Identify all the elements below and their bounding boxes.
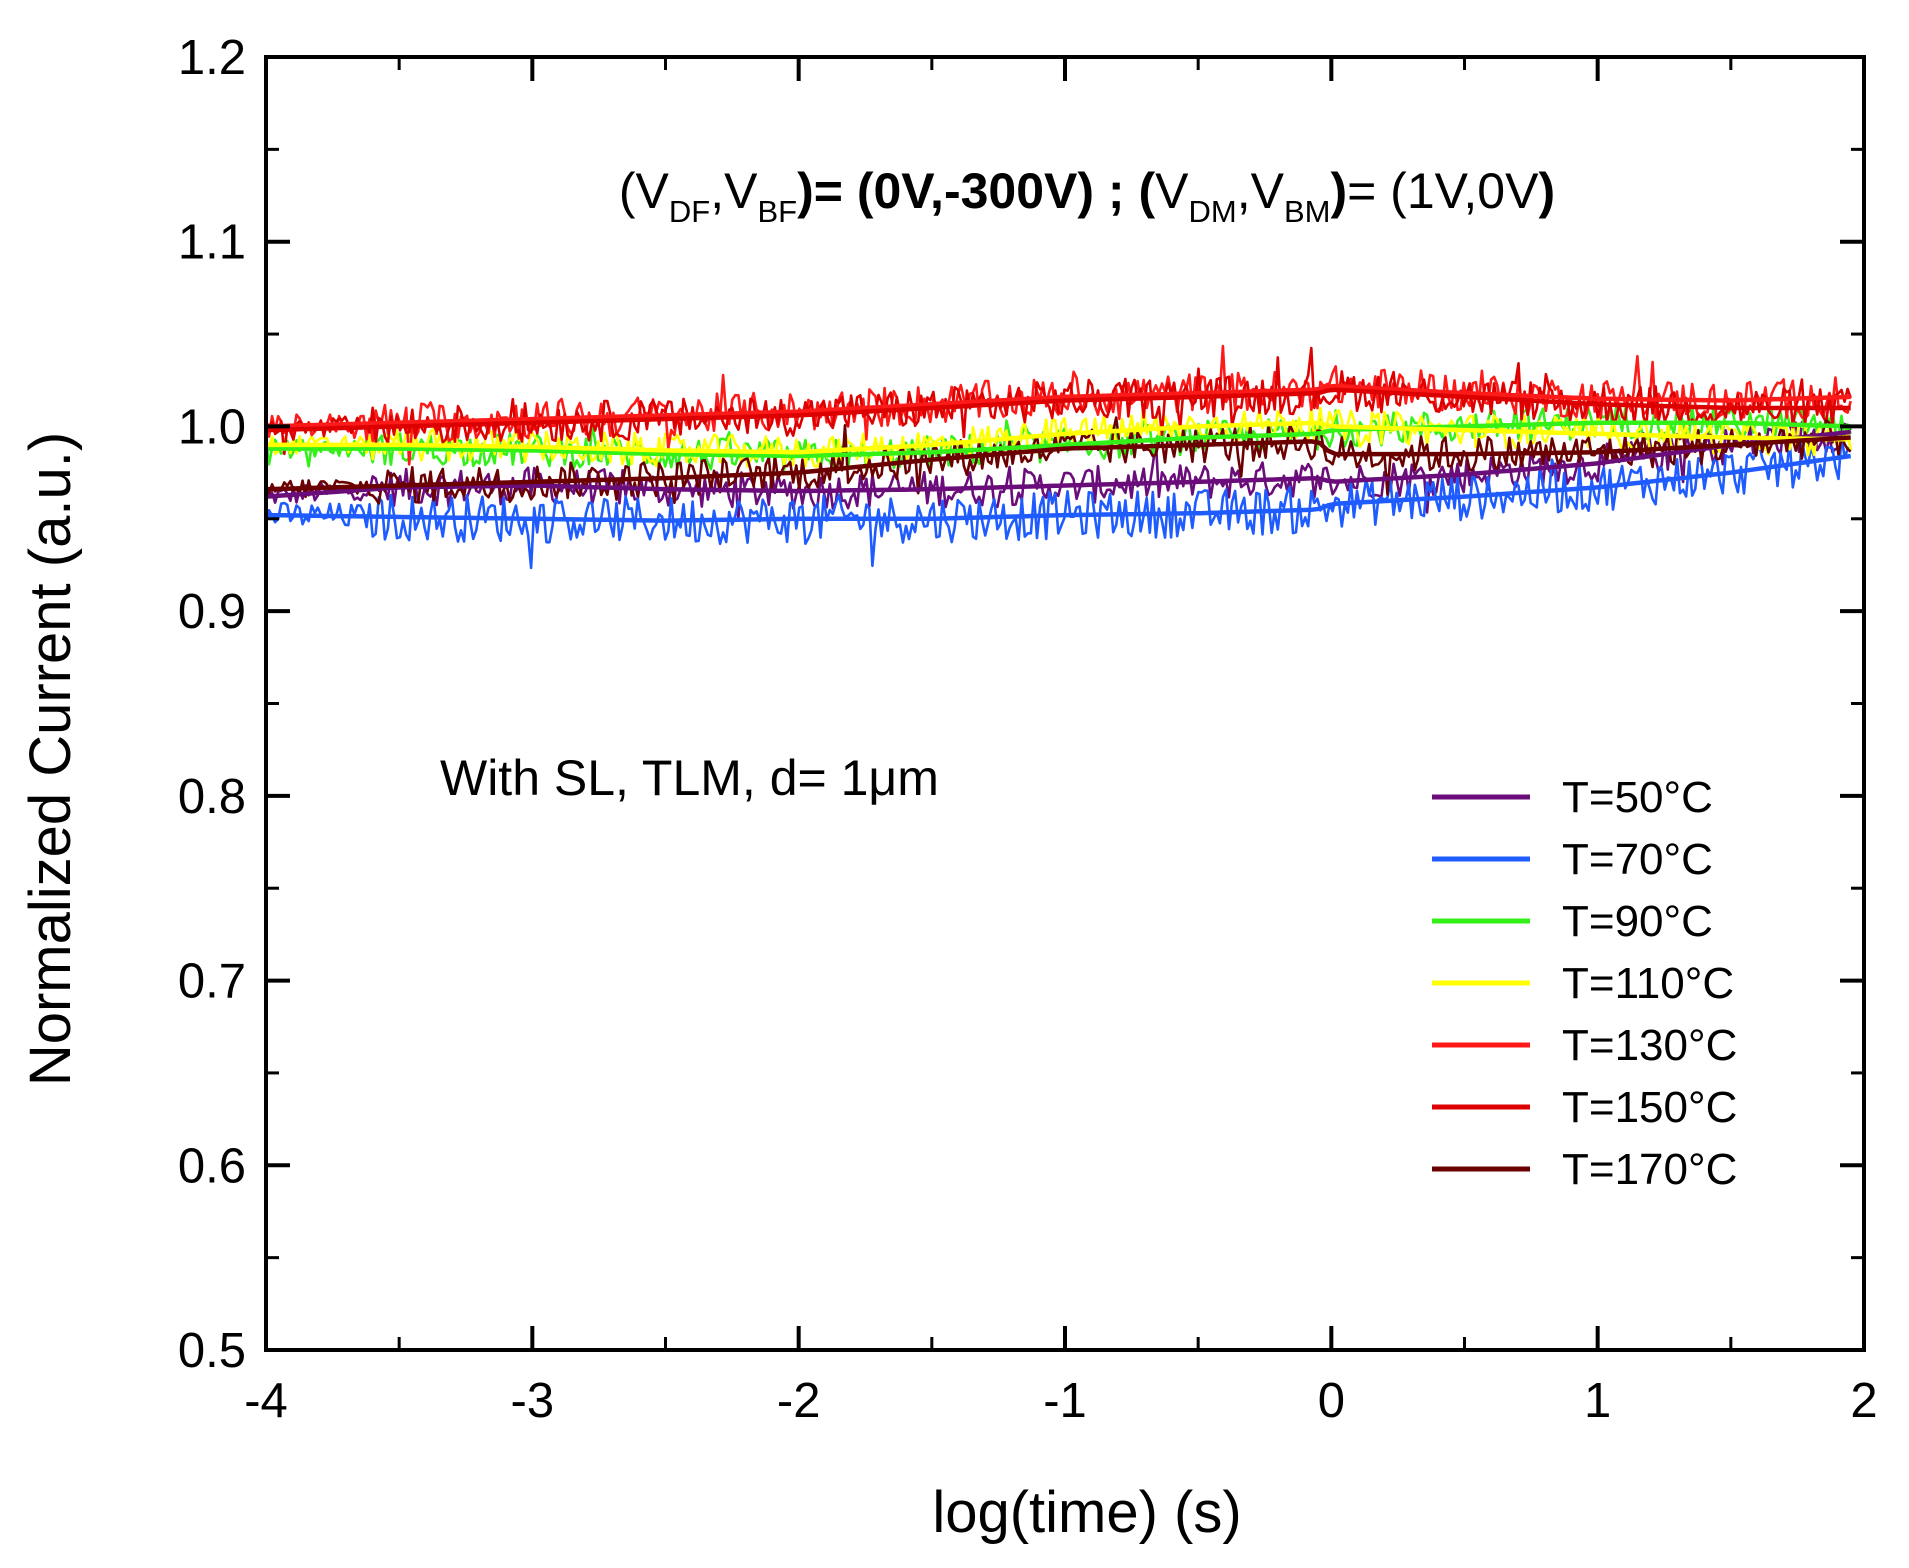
y-tick-label: 0.5 <box>178 1324 246 1378</box>
legend-label: T=150°C <box>1562 1083 1737 1132</box>
x-tick-label: -1 <box>1043 1374 1087 1428</box>
legend-label: T=170°C <box>1562 1145 1737 1194</box>
x-tick-label: -4 <box>244 1374 288 1428</box>
series-fit-line-6 <box>265 435 1851 492</box>
legend-label: T=70°C <box>1562 835 1713 884</box>
series-fit-line-3 <box>266 420 1851 455</box>
x-tick-label: 2 <box>1850 1374 1877 1428</box>
axes-group: -4 -3 -2 -1 0 1 2 0.5 0.6 0.7 0.8 0.9 1.0 1.1 1.2 <box>178 31 1878 1428</box>
y-tick-label: 1.2 <box>178 31 246 85</box>
y-tick-label: 1.1 <box>178 216 246 270</box>
x-tick-label: -2 <box>777 1374 821 1428</box>
series-trace-5 <box>264 346 1852 456</box>
y-tick-label: 0.7 <box>178 955 246 1009</box>
sample-annotation: With SL, TLM, d= 1μm <box>440 750 939 806</box>
series-fit-line-1 <box>265 453 1852 523</box>
series-fit-line-2 <box>266 420 1851 459</box>
y-tick-label: 1.0 <box>178 400 246 454</box>
series-trace-6 <box>264 416 1852 505</box>
x-tick-label: -3 <box>511 1374 555 1428</box>
y-axis-title: Normalized Current (a.u.) <box>18 432 83 1086</box>
series-fit-line-5 <box>265 387 1851 433</box>
series-trace-4 <box>264 344 1852 466</box>
legend: T=50°C T=70°C T=90°C T=110°C T=130°C T=150°C T… <box>1432 773 1737 1194</box>
series-fit-line-0 <box>265 429 1851 499</box>
y-tick-label: 0.9 <box>178 585 246 639</box>
x-axis-title: log(time) (s) <box>932 1480 1241 1545</box>
series-group <box>264 344 1852 570</box>
bias-condition-annotation: (VDF,VBF)= (0V,-300V) ; (VDM,VBM)= (1V,0… <box>619 163 1555 229</box>
series-fit-line-4 <box>265 383 1851 429</box>
legend-label: T=50°C <box>1562 773 1713 822</box>
legend-label: T=90°C <box>1562 897 1713 946</box>
y-tick-label: 0.6 <box>178 1139 246 1193</box>
x-tick-label: 1 <box>1584 1374 1611 1428</box>
x-tick-label: 0 <box>1318 1374 1345 1428</box>
y-tick-label: 0.8 <box>178 770 246 824</box>
series-trace-1 <box>264 434 1852 570</box>
legend-label: T=130°C <box>1562 1021 1737 1070</box>
legend-label: T=110°C <box>1562 959 1734 1008</box>
